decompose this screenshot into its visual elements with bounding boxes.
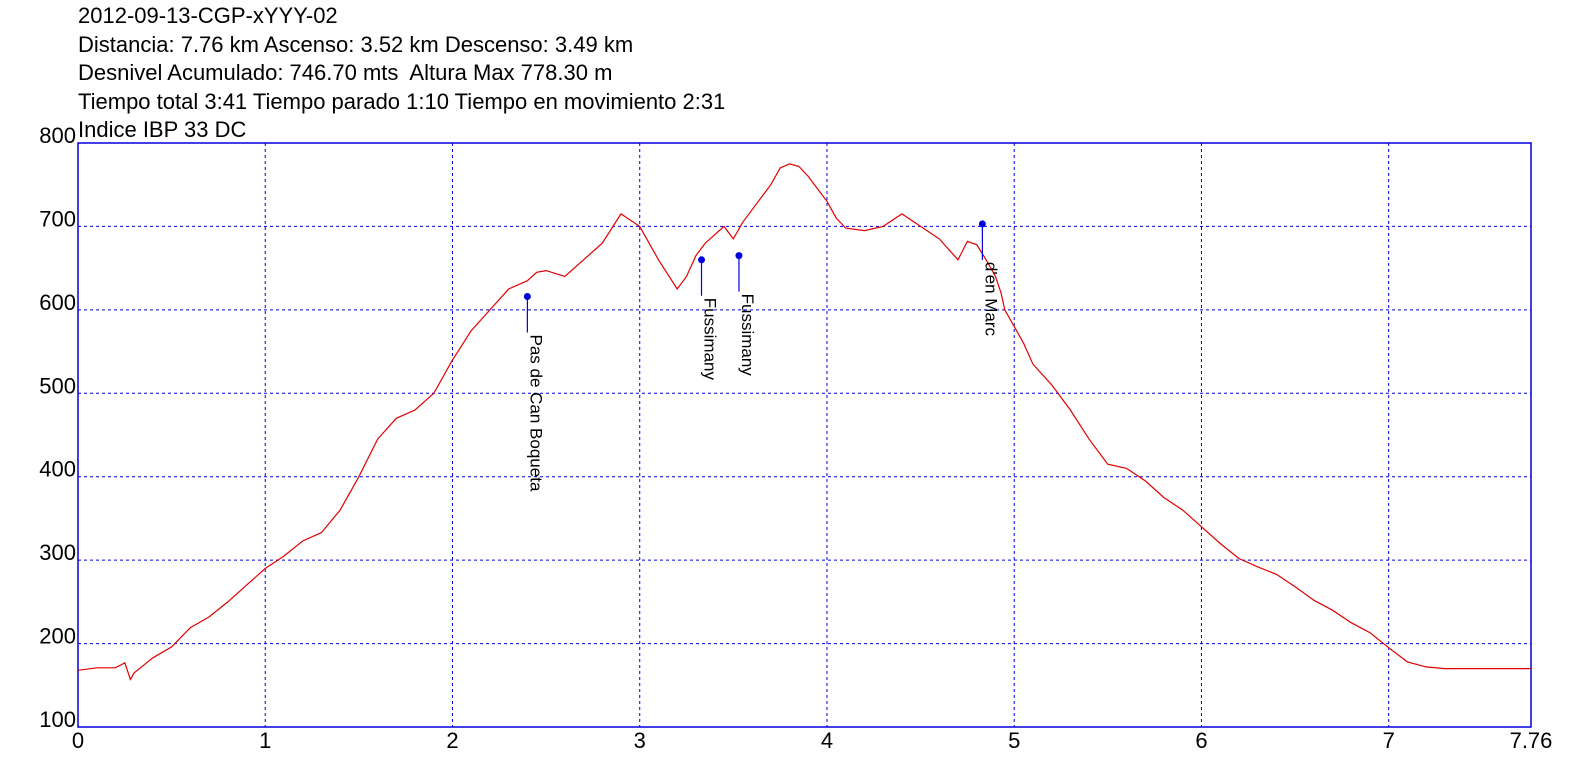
x-tick-label: 1 [259, 728, 271, 753]
x-tick-label: 6 [1195, 728, 1207, 753]
y-tick-label: 600 [39, 290, 76, 315]
y-tick-label: 200 [39, 624, 76, 649]
waypoint-marker [735, 252, 743, 260]
track-name: 2012-09-13-CGP-xYYY-02 [78, 3, 338, 28]
y-tick-label: 700 [39, 206, 76, 231]
waypoint-label: Pas de Can Boqueta [526, 335, 545, 492]
x-tick-label: 3 [634, 728, 646, 753]
gridlines [78, 143, 1531, 727]
plot-frame [77, 142, 1532, 728]
waypoint-marker [698, 256, 706, 264]
y-tick-label: 500 [39, 373, 76, 398]
waypoint-label: Fussimany [701, 298, 720, 381]
waypoint-label: d'en Marc [981, 262, 1000, 337]
y-tick-label: 300 [39, 540, 76, 565]
y-tick-label: 400 [39, 457, 76, 482]
x-tick-label: 5 [1008, 728, 1020, 753]
x-tick-label: 7 [1383, 728, 1395, 753]
y-tick-label: 800 [39, 123, 76, 148]
y-tick-label: 100 [39, 707, 76, 732]
elevation-summary: Desnivel Acumulado: 746.70 mts Altura Ma… [78, 60, 613, 86]
waypoint-marker [523, 293, 531, 301]
y-axis-ticks: 100 200 300 400 500 600 700 800 [39, 123, 76, 732]
waypoint-marker [978, 220, 986, 228]
x-tick-label-end: 7.76 [1510, 728, 1553, 753]
waypoint-label: Fussimany [738, 294, 757, 377]
x-tick-label: 4 [821, 728, 833, 753]
x-tick-label: 0 [72, 728, 84, 753]
x-axis-ticks: 0 1 2 3 4 5 6 7 7.76 [72, 728, 1553, 753]
chart-header: 2012-09-13-CGP-xYYY-02 Distancia: 7.76 k… [78, 2, 725, 145]
time-summary: Tiempo total 3:41 Tiempo parado 1:10 Tie… [78, 88, 726, 114]
ibp-index: Indice IBP 33 DC [78, 117, 247, 143]
distance-summary: Distancia: 7.76 km Ascenso: 3.52 km Desc… [78, 31, 634, 57]
elevation-profile-line [77, 163, 1531, 681]
waypoints: Pas de Can Boqueta Fussimany Fussimany d'en… [523, 220, 1000, 492]
x-tick-label: 2 [446, 728, 458, 753]
